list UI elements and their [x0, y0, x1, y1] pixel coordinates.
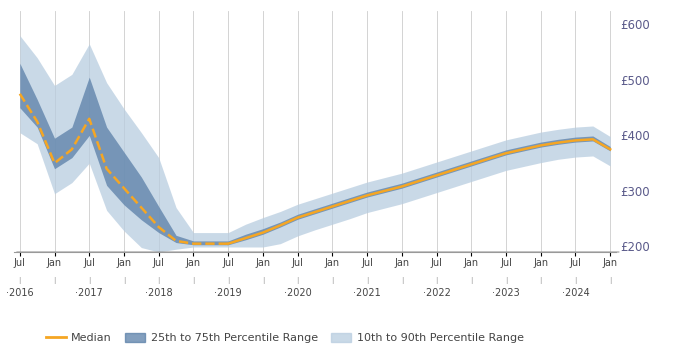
Text: |: |	[435, 277, 438, 284]
Text: |: |	[158, 277, 160, 284]
Text: |: |	[366, 277, 368, 284]
Text: |: |	[470, 277, 473, 284]
Text: |: |	[505, 277, 508, 284]
Text: |: |	[88, 277, 90, 284]
Text: |: |	[296, 277, 299, 284]
Text: ·2018: ·2018	[145, 288, 172, 298]
Text: ·2023: ·2023	[492, 288, 520, 298]
Text: |: |	[331, 277, 334, 284]
Text: |: |	[53, 277, 56, 284]
Text: |: |	[400, 277, 403, 284]
Text: |: |	[574, 277, 577, 284]
Text: ·2019: ·2019	[214, 288, 242, 298]
Text: |: |	[122, 277, 125, 284]
Text: ·2022: ·2022	[423, 288, 451, 298]
Text: |: |	[540, 277, 542, 284]
Text: ·2021: ·2021	[354, 288, 381, 298]
Text: ·2024: ·2024	[561, 288, 589, 298]
Text: |: |	[609, 277, 611, 284]
Text: |: |	[227, 277, 230, 284]
Text: |: |	[19, 277, 21, 284]
Text: |: |	[193, 277, 195, 284]
Text: ·2020: ·2020	[284, 288, 312, 298]
Text: ·2017: ·2017	[76, 288, 103, 298]
Text: |: |	[262, 277, 264, 284]
Text: ·2016: ·2016	[6, 288, 34, 298]
Legend: Median, 25th to 75th Percentile Range, 10th to 90th Percentile Range: Median, 25th to 75th Percentile Range, 1…	[41, 329, 528, 348]
